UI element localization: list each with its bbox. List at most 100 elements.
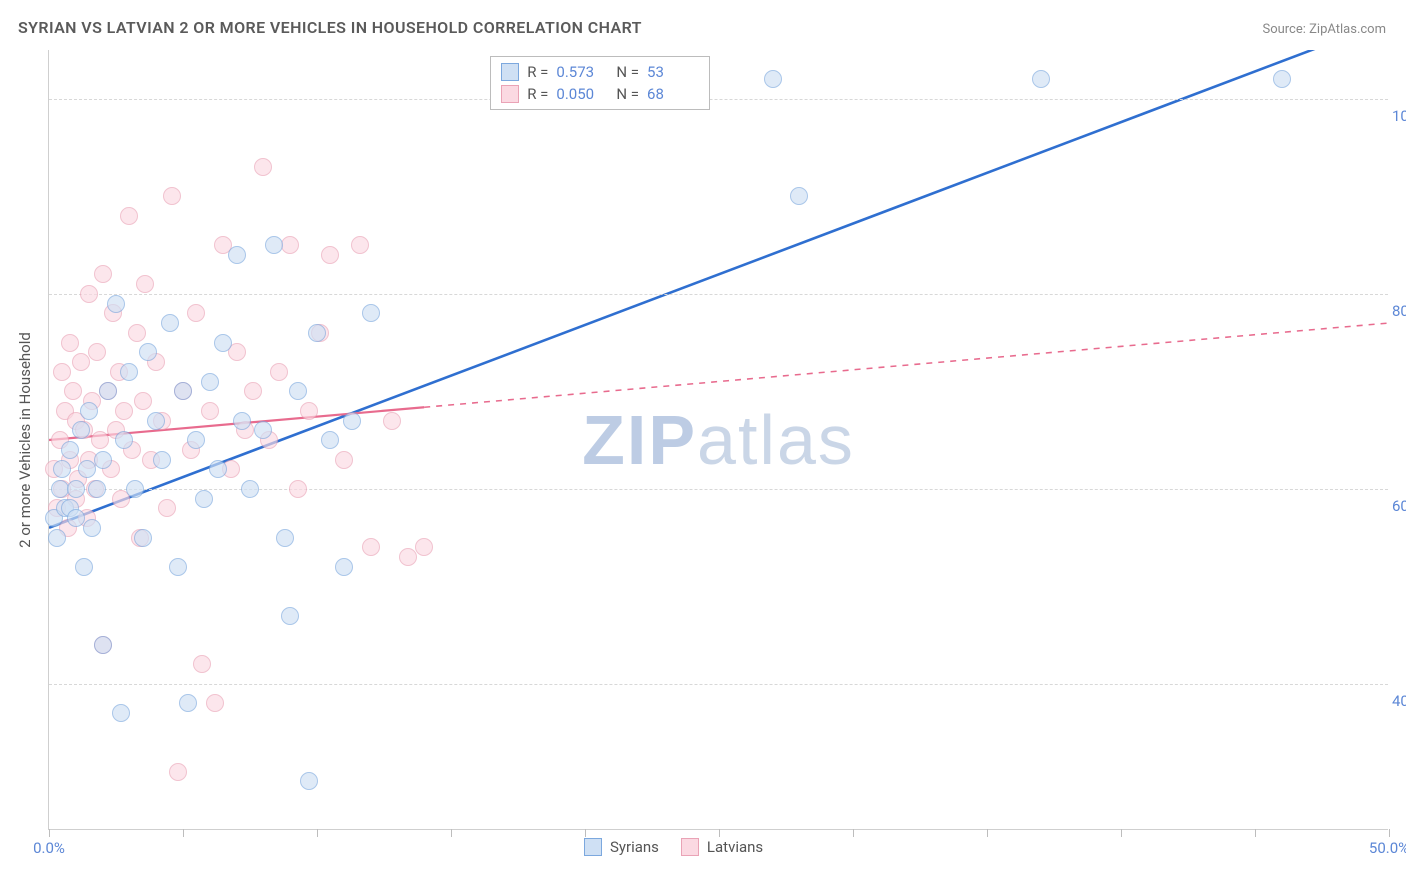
data-point-syrians [88, 480, 106, 498]
data-point-syrians [764, 70, 782, 88]
data-point-latvians [53, 363, 71, 381]
data-point-syrians [187, 431, 205, 449]
source-link[interactable]: ZipAtlas.com [1309, 22, 1386, 37]
data-point-syrians [308, 324, 326, 342]
data-point-latvians [415, 538, 433, 556]
watermark-atlas: atlas [697, 401, 855, 479]
data-point-syrians [174, 382, 192, 400]
legend-r-value: 0.050 [556, 83, 608, 105]
legend-r-label: R = [527, 83, 548, 105]
data-point-syrians [169, 558, 187, 576]
x-tick [585, 829, 586, 837]
y-tick-label: 100.0% [1392, 107, 1406, 125]
legend-correlation-row: R =0.050N =68 [501, 83, 699, 105]
data-point-syrians [94, 451, 112, 469]
legend-n-value: 53 [647, 61, 699, 83]
scatter-plot-area: ZIPatlas 0.0%50.0% [48, 50, 1388, 830]
trend-lines-layer [49, 50, 1389, 830]
data-point-latvians [158, 499, 176, 517]
data-point-latvians [383, 412, 401, 430]
data-point-latvians [88, 343, 106, 361]
source-attribution: Source: ZipAtlas.com [1262, 22, 1386, 37]
legend-swatch [681, 838, 699, 856]
data-point-syrians [321, 431, 339, 449]
data-point-syrians [276, 529, 294, 547]
data-point-syrians [67, 509, 85, 527]
watermark-zip: ZIP [582, 401, 697, 479]
data-point-latvians [120, 207, 138, 225]
data-point-syrians [790, 187, 808, 205]
x-tick [49, 829, 50, 837]
data-point-latvians [193, 655, 211, 673]
series-legend: Syrians Latvians [584, 838, 763, 856]
data-point-latvians [128, 324, 146, 342]
x-tick [853, 829, 854, 837]
data-point-syrians [281, 607, 299, 625]
source-label: Source: [1262, 22, 1309, 37]
x-tick [987, 829, 988, 837]
legend-series-item: Latvians [681, 838, 763, 856]
data-point-latvians [94, 265, 112, 283]
x-tick [317, 829, 318, 837]
chart-title: SYRIAN VS LATVIAN 2 OR MORE VEHICLES IN … [18, 18, 642, 37]
data-point-syrians [343, 412, 361, 430]
data-point-latvians [136, 275, 154, 293]
legend-series-item: Syrians [584, 838, 659, 856]
legend-n-label: N = [616, 61, 639, 83]
data-point-syrians [1032, 70, 1050, 88]
legend-r-label: R = [527, 61, 548, 83]
y-tick-label: 60.0% [1392, 497, 1406, 515]
data-point-syrians [214, 334, 232, 352]
x-tick [183, 829, 184, 837]
watermark: ZIPatlas [582, 400, 855, 480]
legend-series-label: Syrians [610, 838, 659, 856]
data-point-syrians [209, 460, 227, 478]
x-tick [451, 829, 452, 837]
data-point-syrians [139, 343, 157, 361]
y-tick-label: 80.0% [1392, 302, 1406, 320]
data-point-syrians [254, 421, 272, 439]
legend-r-value: 0.573 [556, 61, 608, 83]
data-point-latvians [335, 451, 353, 469]
data-point-syrians [1273, 70, 1291, 88]
data-point-latvians [61, 334, 79, 352]
data-point-latvians [281, 236, 299, 254]
x-tick [719, 829, 720, 837]
x-tick-label: 50.0% [1369, 839, 1406, 857]
legend-series-label: Latvians [707, 838, 763, 856]
data-point-latvians [169, 763, 187, 781]
trend-line-extrapolated-latvians [424, 323, 1389, 407]
legend-n-label: N = [616, 83, 639, 105]
y-axis-label: 2 or more Vehicles in Household [16, 332, 34, 548]
data-point-syrians [80, 402, 98, 420]
data-point-latvians [351, 236, 369, 254]
data-point-syrians [53, 460, 71, 478]
correlation-legend: R =0.573N =53R =0.050N =68 [490, 56, 710, 110]
data-point-latvians [80, 285, 98, 303]
data-point-syrians [147, 412, 165, 430]
data-point-latvians [115, 402, 133, 420]
data-point-syrians [61, 441, 79, 459]
data-point-latvians [254, 158, 272, 176]
data-point-syrians [153, 451, 171, 469]
data-point-latvians [72, 353, 90, 371]
legend-swatch [501, 63, 519, 81]
data-point-latvians [270, 363, 288, 381]
data-point-syrians [126, 480, 144, 498]
data-point-syrians [78, 460, 96, 478]
data-point-syrians [72, 421, 90, 439]
data-point-syrians [134, 529, 152, 547]
data-point-latvians [64, 382, 82, 400]
data-point-syrians [241, 480, 259, 498]
data-point-syrians [120, 363, 138, 381]
data-point-syrians [115, 431, 133, 449]
data-point-latvians [399, 548, 417, 566]
data-point-syrians [83, 519, 101, 537]
legend-swatch [501, 85, 519, 103]
x-tick [1121, 829, 1122, 837]
legend-swatch [584, 838, 602, 856]
x-tick [1255, 829, 1256, 837]
data-point-syrians [99, 382, 117, 400]
data-point-latvians [244, 382, 262, 400]
x-tick [1389, 829, 1390, 837]
